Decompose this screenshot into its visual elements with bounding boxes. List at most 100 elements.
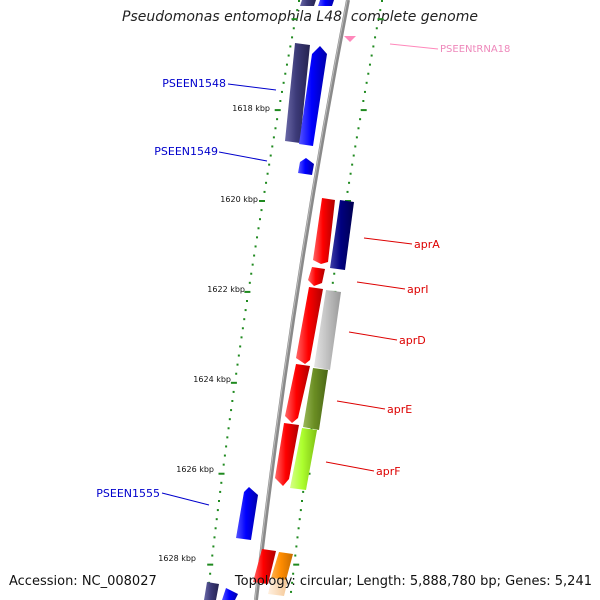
minor-tick: [291, 36, 294, 39]
scale-labels: 1618 kbp 1620 kbp 1622 kbp 1624 kbp 1626…: [158, 104, 270, 563]
major-tick: [259, 200, 265, 202]
minor-tick: [284, 72, 287, 75]
minor-tick: [354, 145, 357, 148]
minor-tick: [348, 181, 351, 184]
minor-tick: [333, 272, 336, 275]
gene-aprI[interactable]: [308, 267, 325, 286]
minor-tick: [282, 81, 285, 84]
minor-tick: [370, 54, 373, 57]
gene-labels: PSEENtRNA18 PSEEN1548 PSEEN1549 aprA apr…: [96, 44, 510, 500]
minor-tick: [290, 590, 293, 593]
leader-aprE: [336, 400, 386, 410]
major-tick: [244, 290, 251, 293]
gene-aprA[interactable]: [313, 198, 335, 264]
minor-tick: [276, 118, 279, 121]
minor-tick: [374, 36, 377, 39]
label-PSEEN1549[interactable]: PSEEN1549: [154, 145, 218, 158]
minor-tick: [271, 145, 274, 148]
minor-tick: [296, 9, 299, 12]
label-aprE[interactable]: aprE: [387, 403, 412, 416]
minor-tick: [269, 154, 272, 157]
minor-tick: [296, 536, 299, 539]
minor-tick: [227, 427, 230, 430]
minor-tick: [331, 281, 334, 284]
minor-tick: [213, 536, 216, 539]
major-tick: [207, 563, 214, 566]
minor-tick: [272, 136, 275, 139]
gene-bottom-peach[interactable]: [268, 578, 288, 596]
gene-top-a[interactable]: [300, 0, 316, 6]
label-aprI[interactable]: aprI: [407, 283, 429, 296]
gene-aprF-partner[interactable]: [290, 428, 317, 490]
minor-tick: [301, 500, 303, 502]
label-aprA[interactable]: aprA: [414, 238, 440, 251]
minor-tick: [228, 418, 231, 421]
minor-tick: [349, 172, 352, 175]
accession-text: Accession: NC_008027: [9, 574, 157, 589]
gene-aprD[interactable]: [296, 287, 323, 364]
gene-bottom-blue[interactable]: [222, 588, 238, 600]
gene-aprD-partner[interactable]: [314, 290, 341, 370]
minor-tick: [246, 300, 248, 302]
minor-tick: [230, 409, 233, 412]
minor-tick: [280, 90, 283, 93]
gene-bottom-red[interactable]: [253, 549, 276, 584]
gene-PSEENtRNA18[interactable]: [344, 36, 356, 42]
minor-tick: [215, 518, 218, 521]
minor-tick: [363, 90, 366, 93]
minor-tick: [212, 545, 215, 548]
minor-tick: [294, 554, 297, 557]
leader-PSEEN1555: [161, 492, 210, 506]
gene-aprE[interactable]: [285, 364, 310, 423]
minor-tick: [357, 127, 360, 130]
minor-tick: [265, 181, 268, 184]
minor-tick: [225, 445, 228, 448]
topology-text: Topology: circular; Length: 5,888,780 bp…: [234, 574, 592, 589]
minor-tick: [291, 581, 294, 584]
minor-tick: [223, 454, 226, 457]
minor-tick: [368, 63, 371, 66]
minor-tick: [297, 527, 300, 530]
minor-tick: [298, 518, 301, 521]
scale-label-1620: 1620 kbp: [220, 195, 258, 204]
gene-top-b[interactable]: [318, 0, 334, 6]
minor-tick: [346, 190, 349, 193]
minor-tick: [226, 436, 229, 439]
minor-tick: [289, 45, 292, 48]
gene-PSEEN1549[interactable]: [298, 158, 314, 175]
gene-features: [204, 0, 356, 600]
major-tick: [218, 472, 225, 475]
gene-bottom-orange[interactable]: [271, 552, 293, 580]
minor-tick: [365, 81, 368, 84]
label-PSEEN1548[interactable]: PSEEN1548: [162, 77, 226, 90]
leader-aprI: [356, 281, 406, 290]
major-tick: [230, 381, 237, 384]
minor-tick: [379, 9, 382, 12]
minor-tick: [209, 572, 212, 575]
gene-aprE-partner[interactable]: [303, 368, 328, 430]
major-tick: [377, 18, 384, 21]
minor-tick: [287, 54, 290, 57]
label-aprF[interactable]: aprF: [376, 465, 401, 478]
label-aprD[interactable]: aprD: [399, 334, 426, 347]
minor-ticks: [207, 0, 383, 593]
scale-label-1628: 1628 kbp: [158, 554, 196, 563]
minor-tick: [355, 136, 358, 139]
scale-label-1622: 1622 kbp: [207, 285, 245, 294]
leader-aprD: [348, 331, 398, 341]
gene-PSEEN1555[interactable]: [236, 487, 258, 540]
gene-bottom-slate[interactable]: [204, 582, 219, 600]
minor-tick: [295, 545, 298, 548]
gene-PSEEN1548[interactable]: [299, 46, 327, 146]
minor-tick: [239, 345, 242, 348]
label-PSEEN1555[interactable]: PSEEN1555: [96, 487, 160, 500]
gene-aprF[interactable]: [275, 423, 299, 486]
minor-tick: [279, 100, 282, 102]
minor-tick: [285, 63, 288, 66]
label-PSEENtRNA18[interactable]: PSEENtRNA18: [440, 44, 510, 55]
label-leaders: [161, 43, 439, 506]
major-tick: [293, 563, 300, 566]
gene-aprA-partner[interactable]: [330, 200, 354, 270]
gene-PSEEN1548-partner[interactable]: [285, 43, 310, 143]
